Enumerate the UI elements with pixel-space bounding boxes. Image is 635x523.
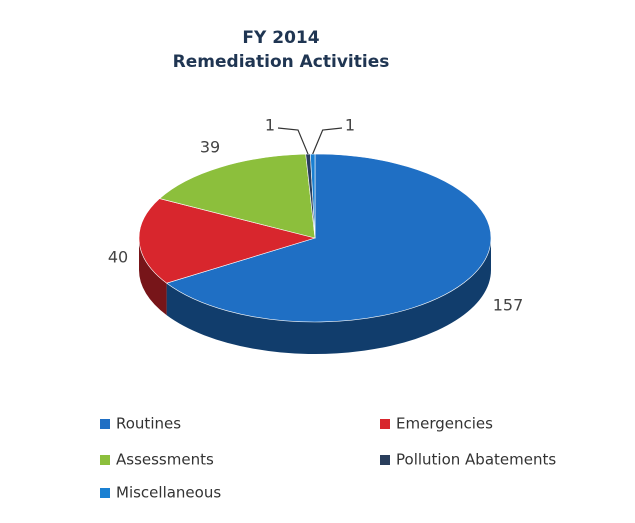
leader-line — [312, 127, 343, 155]
slice — [165, 153, 492, 323]
legend-label: Pollution Abatements — [396, 451, 556, 469]
legend-label: Assessments — [116, 451, 214, 469]
leader-line — [277, 127, 309, 155]
data-label: 39 — [200, 138, 220, 157]
legend-swatch — [100, 419, 110, 429]
legend-swatch — [380, 419, 390, 429]
legend-label: Miscellaneous — [116, 484, 221, 502]
data-label: 1 — [345, 116, 355, 135]
chart-title: FY 2014 — [242, 28, 319, 48]
data-label: 40 — [108, 248, 128, 267]
legend-label: Routines — [116, 415, 181, 433]
slice — [138, 198, 317, 284]
legend-label: Emergencies — [396, 415, 493, 433]
data-label: 157 — [493, 296, 524, 315]
legend-swatch — [380, 455, 390, 465]
legend-swatch — [100, 455, 110, 465]
slice — [158, 153, 316, 239]
chart-subtitle: Remediation Activities — [173, 52, 390, 72]
slice-side — [166, 238, 492, 355]
slice-side — [139, 238, 167, 316]
data-label: 1 — [265, 116, 275, 135]
legend-swatch — [100, 488, 110, 498]
